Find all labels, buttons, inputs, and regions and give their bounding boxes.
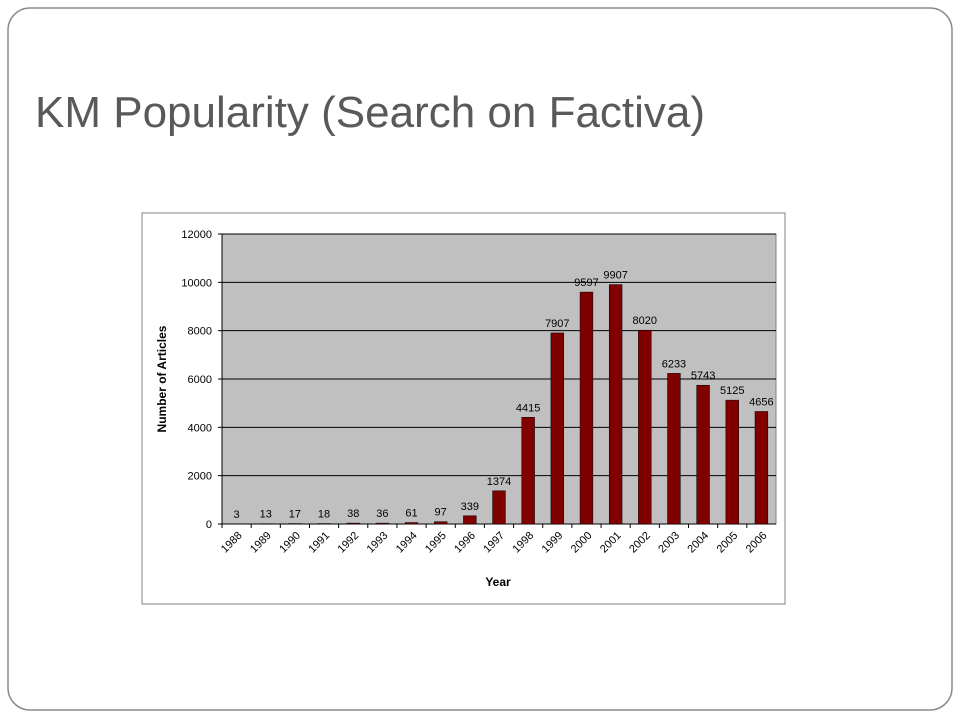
value-label: 38 xyxy=(347,508,359,520)
bar xyxy=(580,292,593,524)
value-label: 3 xyxy=(234,509,240,521)
value-label: 5743 xyxy=(691,370,715,382)
value-label: 7907 xyxy=(545,318,569,330)
value-label: 17 xyxy=(289,509,301,521)
y-tick-label: 6000 xyxy=(188,374,212,386)
bar xyxy=(697,385,710,524)
slide-title: KM Popularity (Search on Factiva) xyxy=(35,88,705,137)
bar xyxy=(551,333,564,524)
bar xyxy=(493,491,506,524)
bar xyxy=(463,516,476,524)
bar xyxy=(755,411,768,524)
y-tick-label: 4000 xyxy=(188,422,212,434)
y-tick-label: 12000 xyxy=(181,229,212,241)
value-label: 36 xyxy=(376,508,388,520)
value-label: 4415 xyxy=(516,402,540,414)
y-axis-label: Number of Articles xyxy=(155,325,169,432)
bar xyxy=(726,400,739,524)
value-label: 339 xyxy=(461,501,479,513)
value-label: 9907 xyxy=(603,270,627,282)
bar xyxy=(668,373,681,524)
value-label: 9597 xyxy=(574,277,598,289)
value-label: 18 xyxy=(318,509,330,521)
bar xyxy=(347,523,360,524)
y-tick-label: 2000 xyxy=(188,471,212,483)
value-label: 8020 xyxy=(633,315,657,327)
value-label: 5125 xyxy=(720,385,744,397)
y-tick-label: 10000 xyxy=(181,277,212,289)
bar xyxy=(638,330,651,524)
value-label: 4656 xyxy=(749,396,773,408)
y-tick-label: 8000 xyxy=(188,326,212,338)
bar xyxy=(405,523,418,524)
x-axis-label: Year xyxy=(485,575,511,589)
bar xyxy=(522,417,535,524)
value-label: 13 xyxy=(260,509,272,521)
value-label: 1374 xyxy=(487,476,511,488)
y-tick-label: 0 xyxy=(206,519,212,531)
bar xyxy=(376,523,389,524)
value-label: 61 xyxy=(405,508,417,520)
value-label: 6233 xyxy=(662,358,686,370)
value-label: 97 xyxy=(435,507,447,519)
bar xyxy=(609,285,622,524)
bar xyxy=(434,522,447,524)
